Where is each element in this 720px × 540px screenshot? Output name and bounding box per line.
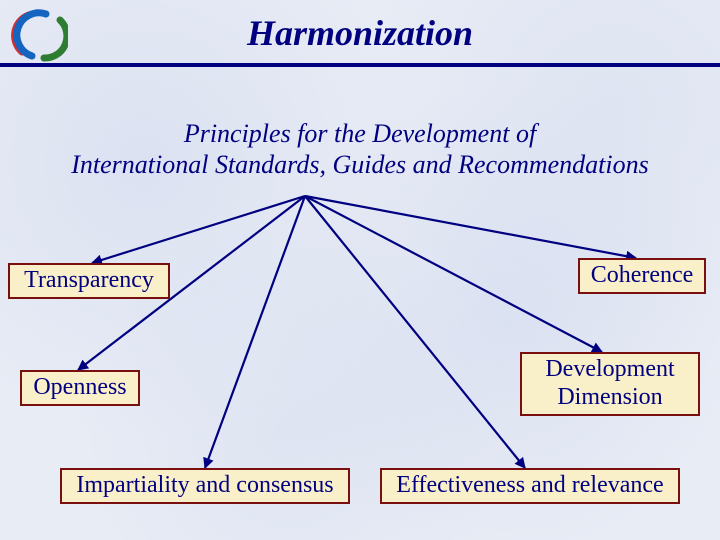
subtitle-line1: Principles for the Development of xyxy=(184,119,536,148)
title-rule xyxy=(0,63,720,67)
principle-box-effectiveness: Effectiveness and relevance xyxy=(380,468,680,504)
slide-subtitle: Principles for the Development of Intern… xyxy=(0,118,720,180)
subtitle-line2: International Standards, Guides and Reco… xyxy=(71,150,648,179)
principle-box-impartiality: Impartiality and consensus xyxy=(60,468,350,504)
principle-box-transparency: Transparency xyxy=(8,263,170,299)
principle-box-development: DevelopmentDimension xyxy=(520,352,700,416)
principle-box-coherence: Coherence xyxy=(578,258,706,294)
slide-title: Harmonization xyxy=(0,12,720,54)
principle-box-openness: Openness xyxy=(20,370,140,406)
